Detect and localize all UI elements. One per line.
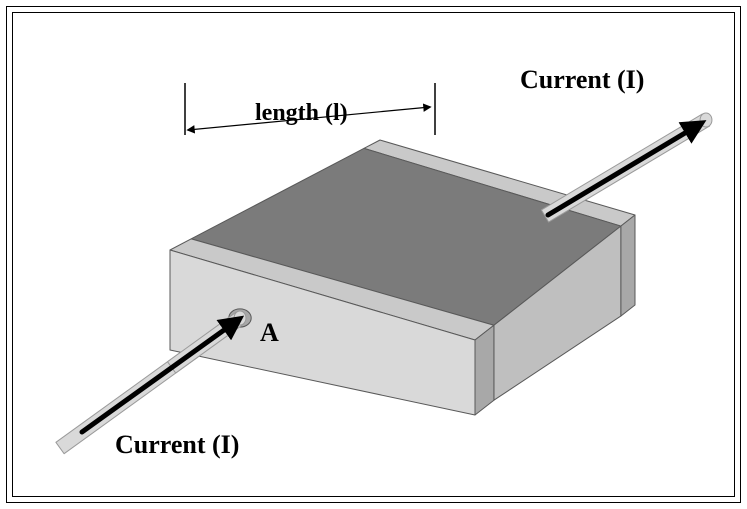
length-label: length (l) — [255, 100, 348, 127]
cap-back-side — [621, 215, 635, 316]
current-in-arrow — [82, 320, 238, 432]
current-out-arrow — [548, 124, 700, 215]
current-out-label: Current (I) — [520, 65, 644, 95]
current-in-label: Current (I) — [115, 430, 239, 460]
cap-front-side — [475, 325, 494, 415]
area-label: A — [260, 318, 279, 348]
